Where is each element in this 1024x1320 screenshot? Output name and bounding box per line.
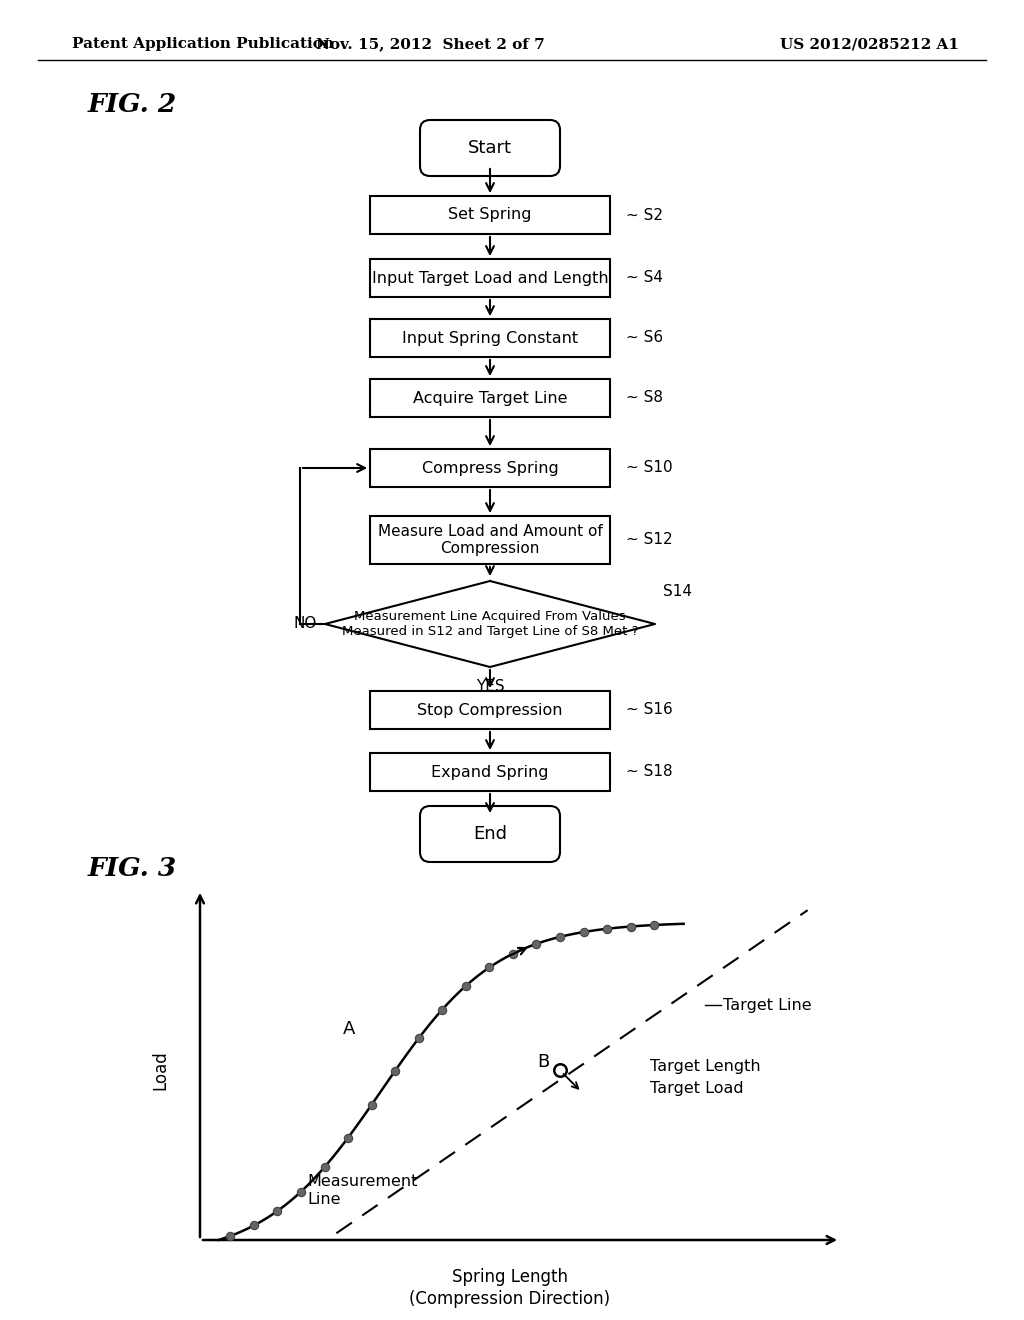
Polygon shape — [325, 581, 655, 667]
FancyBboxPatch shape — [420, 120, 560, 176]
Text: ∼ S6: ∼ S6 — [626, 330, 664, 346]
Text: ∼ S10: ∼ S10 — [626, 461, 673, 475]
Text: Input Target Load and Length: Input Target Load and Length — [372, 271, 608, 285]
Text: Compress Spring: Compress Spring — [422, 461, 558, 475]
Text: End: End — [473, 825, 507, 843]
Text: ∼ S2: ∼ S2 — [626, 207, 663, 223]
Text: Stop Compression: Stop Compression — [417, 702, 563, 718]
Text: Acquire Target Line: Acquire Target Line — [413, 391, 567, 405]
Text: S14: S14 — [663, 583, 692, 598]
Text: Spring Length: Spring Length — [452, 1269, 568, 1286]
Bar — [370, 516, 610, 564]
Text: ∼ S12: ∼ S12 — [626, 532, 673, 548]
Text: NO: NO — [294, 616, 317, 631]
Text: A: A — [343, 1020, 355, 1039]
Text: B: B — [538, 1053, 550, 1071]
Text: Set Spring: Set Spring — [449, 207, 531, 223]
Text: ∼ S16: ∼ S16 — [626, 702, 673, 718]
Text: Measure Load and Amount of
Compression: Measure Load and Amount of Compression — [378, 524, 602, 556]
Bar — [370, 449, 610, 487]
Text: Target Length: Target Length — [649, 1059, 760, 1074]
Bar — [370, 690, 610, 729]
Text: Start: Start — [468, 139, 512, 157]
Text: FIG. 3: FIG. 3 — [88, 855, 177, 880]
Text: Target Load: Target Load — [649, 1081, 743, 1097]
Text: Nov. 15, 2012  Sheet 2 of 7: Nov. 15, 2012 Sheet 2 of 7 — [315, 37, 545, 51]
Text: (Compression Direction): (Compression Direction) — [410, 1290, 610, 1308]
Text: Measurement: Measurement — [307, 1173, 418, 1189]
Bar — [370, 319, 610, 356]
Text: ∼ S4: ∼ S4 — [626, 271, 663, 285]
Text: FIG. 2: FIG. 2 — [88, 92, 177, 117]
Text: Patent Application Publication: Patent Application Publication — [72, 37, 334, 51]
Bar — [370, 259, 610, 297]
Text: ∼ S18: ∼ S18 — [626, 764, 673, 780]
FancyBboxPatch shape — [420, 807, 560, 862]
Text: Expand Spring: Expand Spring — [431, 764, 549, 780]
Text: Line: Line — [307, 1192, 341, 1206]
Text: ∼ S8: ∼ S8 — [626, 391, 663, 405]
Text: Measurement Line Acquired From Values
Measured in S12 and Target Line of S8 Met : Measurement Line Acquired From Values Me… — [342, 610, 638, 638]
Text: US 2012/0285212 A1: US 2012/0285212 A1 — [780, 37, 959, 51]
Bar — [370, 379, 610, 417]
Text: Target Line: Target Line — [723, 998, 811, 1012]
Text: Load: Load — [151, 1051, 169, 1090]
Text: Input Spring Constant: Input Spring Constant — [402, 330, 579, 346]
Bar — [370, 752, 610, 791]
Text: YES: YES — [476, 678, 504, 694]
Bar — [370, 195, 610, 234]
